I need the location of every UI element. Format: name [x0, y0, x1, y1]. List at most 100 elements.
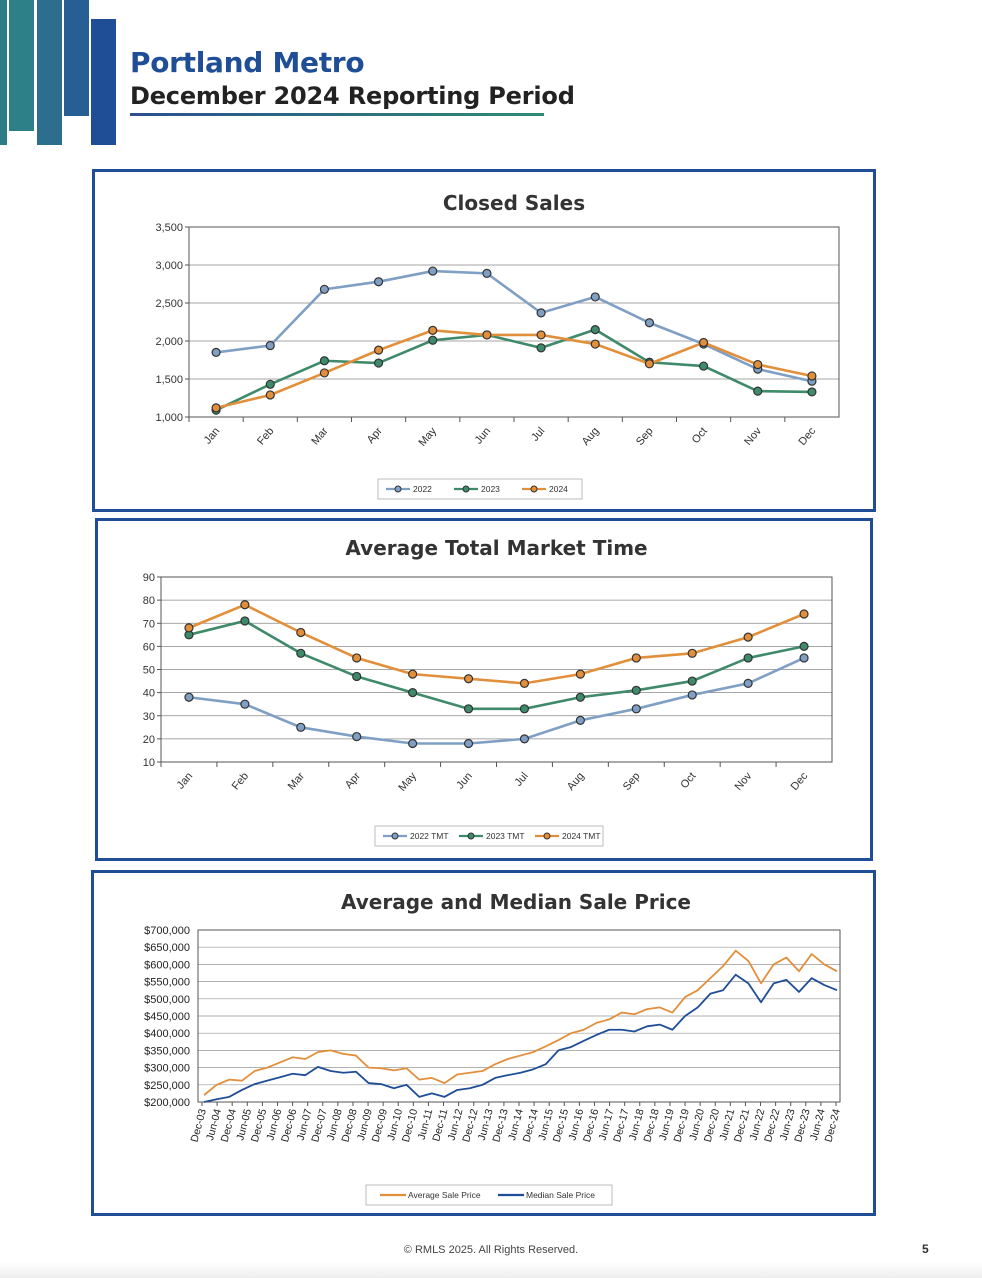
- data-point: [519, 734, 530, 744]
- data-point: [408, 688, 418, 698]
- x-tick-label: Feb: [230, 770, 251, 792]
- x-tick-label: Dec: [796, 425, 818, 448]
- data-point: [240, 699, 250, 709]
- data-point: [373, 277, 384, 287]
- legend-label: 2023: [481, 484, 500, 494]
- legend-box: [377, 478, 583, 500]
- y-tick-label: $600,000: [144, 959, 190, 971]
- x-tick-label: Mar: [286, 770, 308, 792]
- data-point: [352, 731, 362, 742]
- data-point: [575, 715, 585, 725]
- y-tick-label: 2,500: [155, 298, 183, 310]
- data-point: [631, 704, 641, 714]
- header-bar-5: [91, 19, 116, 145]
- x-tick-label: Apr: [343, 770, 363, 791]
- legend-marker: [530, 485, 538, 493]
- data-point: [482, 330, 492, 340]
- x-tick-label: Oct: [690, 425, 710, 446]
- y-tick-label: 20: [143, 734, 155, 746]
- legend-label: 2024 TMT: [562, 831, 601, 841]
- legend-label: 2024: [549, 484, 568, 494]
- y-tick-label: $650,000: [144, 942, 190, 954]
- data-point: [373, 358, 384, 368]
- data-point: [687, 648, 697, 658]
- data-point: [799, 653, 809, 663]
- y-tick-label: $400,000: [144, 1028, 190, 1040]
- data-point: [743, 632, 753, 642]
- y-tick-label: $700,000: [144, 925, 190, 937]
- data-point: [536, 330, 546, 340]
- data-point: [743, 653, 753, 663]
- data-point: [211, 403, 221, 413]
- legend-marker: [467, 832, 475, 840]
- median-sale-price-line: [203, 973, 838, 1103]
- data-point: [265, 390, 275, 400]
- data-point: [698, 337, 709, 348]
- y-tick-label: $250,000: [144, 1080, 190, 1092]
- data-point: [519, 704, 530, 714]
- data-point: [408, 669, 418, 679]
- header-bar-2: [9, 0, 34, 131]
- market-time-chart: Average Total Market Time 10 20 30 40 50 60 70 8…: [143, 536, 833, 847]
- data-point: [631, 685, 641, 695]
- y-tick-label: $550,000: [144, 977, 190, 989]
- y-tick-label: 70: [143, 618, 155, 630]
- x-tick-label: Jun: [473, 425, 494, 446]
- x-tick-label: Apr: [365, 425, 385, 446]
- header-bar-3: [37, 0, 62, 145]
- data-point: [575, 669, 585, 679]
- data-point: [575, 692, 585, 702]
- y-tick-label: 60: [143, 641, 155, 653]
- y-tick-label: $450,000: [144, 1011, 190, 1023]
- y-tick-label: 2,000: [155, 336, 183, 348]
- sale-price-chart: Average and Median Sale Price $200,000 $25…: [144, 890, 843, 1206]
- data-point: [240, 616, 250, 626]
- y-tick-label: $350,000: [144, 1045, 190, 1057]
- x-tick-label: May: [396, 770, 419, 794]
- data-point: [211, 347, 221, 357]
- y-tick-label: $500,000: [144, 994, 190, 1006]
- data-point: [296, 722, 306, 732]
- x-tick-label: Jan: [202, 425, 223, 446]
- header-bar-1: [0, 0, 7, 145]
- page-title: Portland Metro: [130, 46, 365, 79]
- series-line-2023: [215, 328, 812, 412]
- data-point: [352, 653, 362, 663]
- legend-marker: [391, 832, 399, 840]
- market-time-panel: Average Total Market Time 10 20 30 40 50 60 70 8…: [95, 518, 873, 861]
- y-tick-label: 10: [143, 757, 155, 769]
- data-point: [590, 292, 600, 302]
- y-tick-label: $300,000: [144, 1063, 190, 1075]
- data-point: [463, 738, 474, 749]
- data-point: [296, 627, 306, 638]
- average-sale-price-line: [203, 949, 838, 1096]
- x-tick-label: Sep: [621, 770, 643, 793]
- data-point: [240, 600, 250, 610]
- legend-box: [374, 825, 604, 847]
- legend-marker: [462, 485, 470, 493]
- data-point: [743, 678, 753, 688]
- data-point: [463, 674, 474, 684]
- x-tick-label: Mar: [309, 425, 331, 447]
- legend-marker: [394, 485, 402, 493]
- x-tick-label: Aug: [580, 425, 602, 448]
- x-tick-label: Nov: [733, 770, 755, 793]
- page-number: 5: [922, 1242, 929, 1256]
- series-line-2023-tmt: [188, 619, 805, 711]
- data-point: [428, 335, 438, 345]
- series-line-2022: [215, 269, 813, 383]
- closed-sales-chart: Closed Sales 1,000 1,500 2,000 2,500 3,000 3,5…: [155, 191, 840, 500]
- header-bar-4: [64, 0, 89, 116]
- x-tick-label: Nov: [742, 425, 764, 448]
- x-tick-label: Sep: [634, 425, 656, 448]
- y-tick-label: 40: [143, 688, 155, 700]
- legend-marker: [543, 832, 551, 840]
- data-point: [536, 343, 546, 353]
- data-point: [590, 325, 600, 335]
- y-tick-label: 30: [143, 711, 155, 723]
- x-tick-label: Aug: [565, 770, 587, 793]
- legend-label: Average Sale Price: [408, 1190, 481, 1200]
- data-point: [373, 345, 384, 355]
- chart-title: Closed Sales: [443, 191, 585, 215]
- y-tick-label: 1,500: [155, 374, 183, 386]
